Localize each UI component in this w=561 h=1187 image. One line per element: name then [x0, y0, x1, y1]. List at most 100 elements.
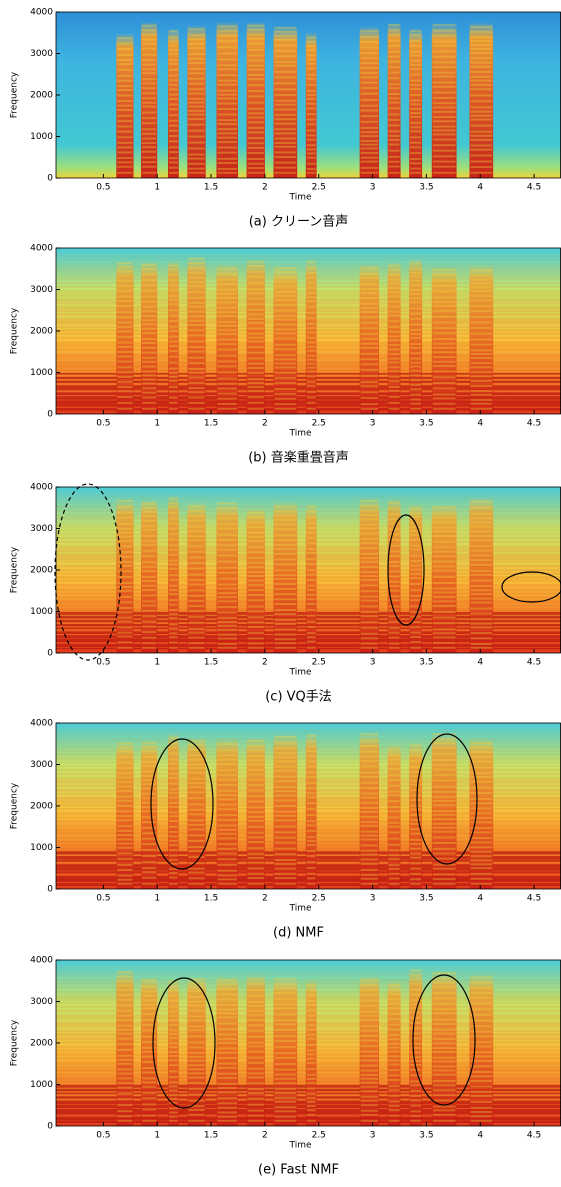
formant: [188, 556, 205, 559]
formant: [470, 850, 493, 853]
formant: [360, 499, 379, 502]
formant: [247, 616, 264, 619]
formant: [142, 305, 157, 308]
formant: [117, 589, 133, 592]
formant: [142, 1119, 157, 1122]
x-tick-label: 3: [370, 1131, 376, 1141]
formant: [168, 386, 178, 389]
burst: [167, 28, 179, 178]
formant: [306, 138, 316, 141]
formant: [470, 1025, 493, 1028]
formant: [388, 762, 400, 765]
formant: [168, 1076, 178, 1079]
formant: [217, 754, 237, 757]
formant: [168, 49, 178, 52]
formant: [142, 341, 157, 344]
formant: [168, 320, 178, 323]
formant: [360, 332, 379, 335]
formant: [217, 64, 237, 67]
formant: [410, 554, 422, 557]
formant: [117, 407, 133, 410]
formant: [217, 283, 237, 286]
formant: [274, 377, 297, 380]
formant: [360, 547, 379, 550]
formant: [117, 295, 133, 298]
formant: [410, 828, 422, 831]
formant: [168, 617, 178, 620]
formant: [360, 46, 379, 49]
x-tick-label: 1: [154, 658, 160, 668]
formant: [432, 764, 456, 767]
x-tick-label: 4.5: [527, 183, 541, 193]
formant: [410, 533, 422, 536]
formant: [360, 979, 379, 982]
formant: [274, 790, 297, 793]
formant: [117, 42, 133, 45]
formant: [217, 343, 237, 346]
formant: [432, 569, 456, 572]
formant: [117, 979, 133, 982]
y-tick-label: 4000: [30, 956, 53, 966]
formant: [388, 513, 400, 516]
ellipse: [501, 571, 561, 603]
formant: [217, 600, 237, 603]
formant: [168, 396, 178, 399]
formant: [306, 54, 316, 57]
formant: [188, 1064, 205, 1067]
formant: [142, 1013, 157, 1016]
formant: [247, 121, 264, 124]
formant: [247, 1045, 264, 1048]
formant: [168, 268, 178, 271]
formant: [247, 48, 264, 51]
formant: [470, 88, 493, 91]
formant: [188, 1076, 205, 1079]
formant: [188, 141, 205, 144]
formant: [168, 335, 178, 338]
formant: [388, 646, 400, 649]
formant: [188, 567, 205, 570]
formant: [274, 267, 297, 270]
formant: [142, 68, 157, 71]
formant: [360, 104, 379, 107]
formant: [306, 510, 316, 513]
formant: [217, 1056, 237, 1059]
caption: (c) VQ手法: [265, 690, 332, 705]
formant: [188, 350, 205, 353]
formant: [360, 302, 379, 305]
formant: [117, 857, 133, 860]
formant: [188, 519, 205, 522]
formant: [274, 1063, 297, 1066]
formant: [432, 555, 456, 558]
formant: [117, 540, 133, 543]
formant: [247, 637, 264, 640]
formant: [142, 855, 157, 858]
formant: [274, 769, 297, 772]
formant: [247, 366, 264, 369]
formant: [388, 1038, 400, 1041]
formant: [168, 782, 178, 785]
formant: [360, 156, 379, 159]
formant: [306, 1113, 316, 1116]
formant: [360, 527, 379, 530]
formant: [360, 1099, 379, 1102]
formant: [247, 1029, 264, 1032]
formant: [470, 75, 493, 78]
formant: [360, 807, 379, 810]
formant: [388, 50, 400, 53]
formant: [142, 78, 157, 81]
formant: [432, 540, 456, 543]
formant: [432, 804, 456, 807]
formant: [432, 85, 456, 88]
formant: [168, 1070, 178, 1073]
formant: [117, 1072, 133, 1075]
formant: [470, 646, 493, 649]
formant: [217, 783, 237, 786]
formant: [117, 325, 133, 328]
spectrogram-image: [56, 723, 561, 889]
formant: [188, 1019, 205, 1022]
formant: [306, 584, 316, 587]
formant: [168, 1037, 178, 1040]
formant: [117, 772, 133, 775]
formant: [274, 794, 297, 797]
